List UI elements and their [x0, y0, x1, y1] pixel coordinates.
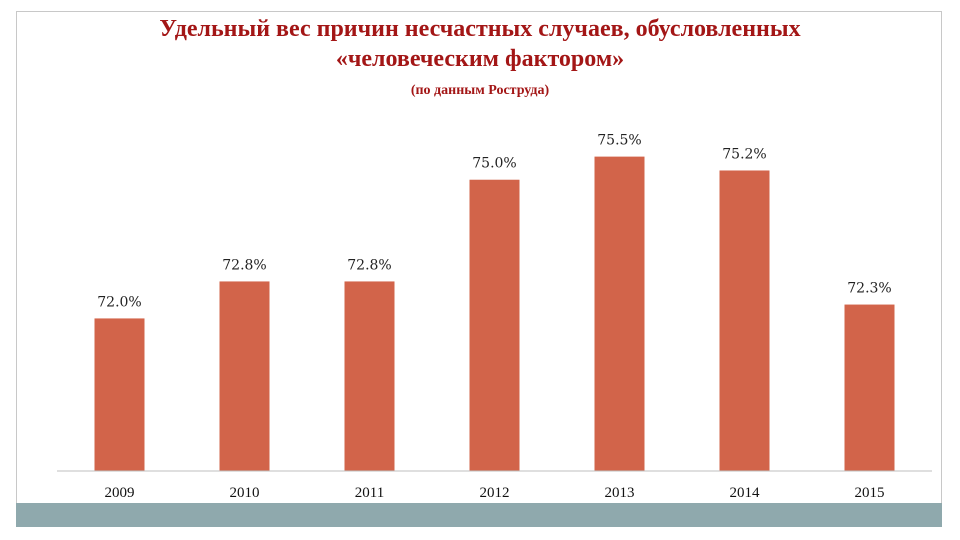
category-label-2010: 2010 — [230, 485, 260, 501]
data-label-2009: 72.0% — [97, 294, 141, 310]
data-label-2012: 75.0% — [472, 156, 516, 172]
data-label-2011: 72.8% — [347, 257, 391, 273]
category-label-2013: 2013 — [605, 485, 635, 501]
data-label-2010: 72.8% — [222, 257, 266, 273]
bar-2013 — [595, 157, 645, 471]
category-labels-group: 2009 2010 2011 2012 2013 2014 2015 — [105, 485, 885, 501]
bar-2010 — [220, 281, 270, 471]
category-label-2012: 2012 — [480, 485, 510, 501]
category-label-2014: 2014 — [730, 485, 761, 501]
bar-2014 — [720, 170, 770, 471]
bar-2015 — [845, 305, 895, 471]
bar-2011 — [345, 281, 395, 471]
category-label-2015: 2015 — [855, 485, 885, 501]
bar-2009 — [95, 318, 145, 471]
data-label-2015: 72.3% — [847, 281, 891, 297]
data-label-2014: 75.2% — [722, 146, 766, 162]
category-label-2011: 2011 — [355, 485, 384, 501]
category-label-2009: 2009 — [105, 485, 135, 501]
bars-group — [95, 157, 895, 471]
data-label-2013: 75.5% — [597, 133, 641, 149]
bar-2012 — [470, 180, 520, 471]
